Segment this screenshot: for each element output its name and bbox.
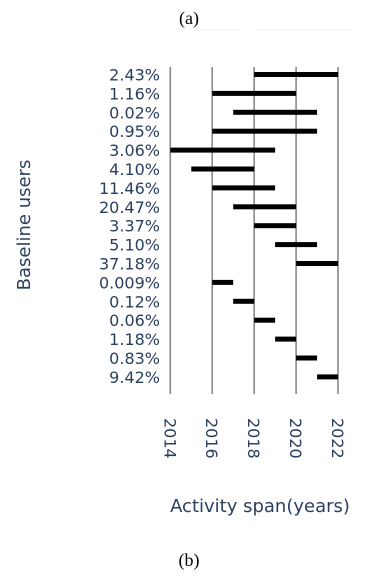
y-tick-label: 20.47% [99,198,160,217]
bar-15 [296,355,318,361]
gridlines [169,29,352,394]
y-tick-label: 0.06% [109,311,160,330]
x-tick-label: 2020 [286,418,305,459]
bar-11 [212,279,234,285]
bar-13 [254,317,276,323]
x-tick-label: 2022 [328,418,347,459]
y-tick-label: 37.18% [99,255,160,274]
y-tick-label: 4.10% [109,160,160,179]
y-tick-label: 9.42% [109,368,160,387]
figure-caption-b: (b) [178,550,200,570]
y-tick-label: 0.95% [109,122,160,141]
bar-8 [254,223,297,229]
bar-2 [233,109,318,115]
x-tick-label: 2016 [202,418,221,459]
y-tick-label: 0.12% [109,292,160,311]
x-axis-title: Activity span(years) [170,496,350,517]
y-tick-label: 0.009% [99,273,160,292]
x-tick-label: 2014 [160,418,179,459]
bar-4 [170,147,276,153]
bar-1 [212,90,297,96]
y-tick-label: 2.43% [109,66,160,85]
y-tick-label: 3.06% [109,141,160,160]
y-tick-label: 5.10% [109,236,160,255]
y-tick-labels: 2.43%1.16%0.02%0.95%3.06%4.10%11.46%20.4… [99,66,160,387]
x-tick-label: 2018 [244,418,263,459]
bars-group [170,72,339,380]
y-tick-label: 1.16% [109,84,160,103]
y-tick-label: 1.18% [109,330,160,349]
x-tick-labels: 2014 2016 2018 2020 2022 [160,418,347,459]
y-tick-label: 0.02% [109,103,160,122]
y-tick-label: 0.83% [109,349,160,368]
y-tick-label: 3.37% [109,217,160,236]
y-tick-label: 11.46% [99,179,160,198]
bar-9 [275,242,318,248]
y-axis-title: Baseline users [14,160,35,291]
bar-14 [275,336,297,342]
bar-5 [191,166,255,172]
bar-10 [296,261,339,266]
bar-16 [317,374,339,380]
bar-3 [212,128,318,134]
bar-6 [212,185,276,191]
bar-0 [254,72,339,77]
bar-7 [233,204,297,210]
bar-12 [233,298,255,304]
figure-caption-a: (a) [179,8,199,28]
